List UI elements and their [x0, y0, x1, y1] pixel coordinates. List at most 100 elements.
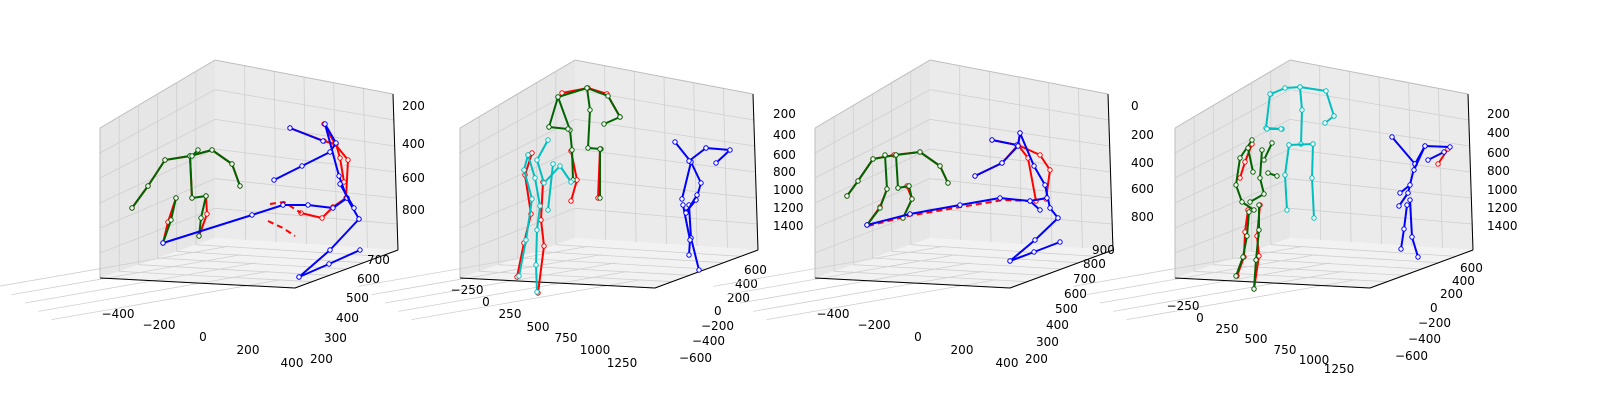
joint-marker [1237, 175, 1243, 181]
joint-marker [550, 161, 556, 167]
grid-line [371, 254, 602, 296]
joint-marker [957, 202, 963, 208]
z-tick-label: 400 [773, 128, 796, 142]
grid-line [138, 264, 330, 276]
y-tick-label: 300 [1036, 335, 1059, 349]
joint-marker [1297, 84, 1303, 90]
right-pane [1290, 60, 1473, 250]
joint-marker [533, 262, 539, 268]
y-tick-label: 200 [1025, 352, 1048, 366]
skeleton-series-panel-2 [514, 85, 733, 296]
joint-marker [196, 233, 202, 239]
joint-marker [989, 137, 995, 143]
joint-marker [1261, 191, 1267, 197]
joint-marker [683, 210, 689, 216]
grid-line [1113, 270, 1344, 312]
joint-marker [330, 205, 336, 211]
joint-marker [1396, 203, 1402, 209]
z-axis-line [752, 93, 759, 251]
joint-marker [345, 157, 351, 163]
y-tick-label: 400 [1452, 274, 1475, 288]
y-axis-line [294, 249, 399, 289]
joint-marker [1239, 199, 1245, 205]
joint-marker [945, 180, 951, 186]
joint-marker [999, 160, 1005, 166]
bone-line-cyan [1288, 143, 1314, 146]
z-tick-label: 200 [773, 107, 796, 121]
z-tick-label: 200 [1487, 107, 1510, 121]
tick-labels-panel-1: −400 −200 0 200 400 200 300 400 500 600 700 200 400 6… [102, 99, 425, 370]
grid-line [498, 264, 690, 276]
z-axis-line [392, 93, 399, 251]
joint-marker [584, 85, 590, 91]
joint-marker [1401, 226, 1407, 232]
z-tick-label: 600 [1487, 146, 1510, 160]
joint-marker [1422, 143, 1428, 149]
x-tick-label: 1000 [1299, 353, 1330, 367]
tick-labels-panel-4: −250025050075010001250−600−400−200020040… [1167, 107, 1518, 376]
joint-marker [1407, 182, 1413, 188]
bone-line-blue [1413, 145, 1426, 171]
y-tick-label: 900 [1092, 243, 1115, 257]
joint-marker [1274, 173, 1280, 179]
joint-marker [597, 195, 603, 201]
z-tick-label: 600 [402, 171, 425, 185]
x-tick-label: 500 [1245, 332, 1268, 346]
joint-marker [1278, 126, 1284, 132]
joint-marker [877, 205, 883, 211]
joint-marker [209, 147, 215, 153]
grid-line [766, 279, 997, 321]
z-tick-label: 400 [402, 137, 425, 151]
bone-line-blue [289, 127, 324, 142]
x-tick-label: 250 [1216, 322, 1239, 336]
joint-marker [516, 273, 522, 279]
joint-marker [1405, 190, 1411, 196]
joint-marker [555, 94, 561, 100]
joint-marker [1047, 167, 1053, 173]
skeleton-series-panel-4 [1233, 84, 1453, 292]
joint-marker [280, 202, 286, 208]
joint-marker [532, 175, 538, 181]
grid-line [574, 207, 758, 225]
joint-marker [906, 183, 912, 189]
joint-marker [537, 203, 543, 209]
y-tick-label: −600 [679, 351, 712, 365]
x-axis-line [99, 277, 296, 289]
bone-line-blue [339, 183, 355, 209]
joint-marker [204, 211, 210, 217]
y-tick-label: −200 [701, 319, 734, 333]
joint-marker [585, 145, 591, 151]
y-tick-label: 500 [1055, 302, 1078, 316]
x-tick-label: 400 [996, 356, 1019, 370]
joint-marker [1415, 254, 1421, 260]
grid-line [753, 270, 984, 312]
joint-marker [1017, 130, 1023, 136]
joint-marker [1299, 107, 1305, 113]
y-tick-label: 400 [735, 277, 758, 291]
bone-line-green [1253, 205, 1260, 290]
joint-marker [326, 261, 332, 267]
joint-marker [1331, 113, 1337, 119]
y-tick-label: 0 [1430, 301, 1438, 315]
x-tick-label: 1250 [1324, 362, 1355, 376]
joint-marker [534, 157, 540, 163]
joint-marker [893, 152, 899, 158]
pane-edge [814, 59, 1109, 129]
joint-marker [569, 147, 575, 153]
bone-line-cyan [547, 163, 554, 211]
bone-line-red [537, 181, 545, 294]
z-tick-label: 200 [402, 99, 425, 113]
right-pane [575, 60, 758, 250]
grid-line [1213, 264, 1405, 276]
y-tick-label: −200 [1418, 316, 1451, 330]
joint-marker [1286, 142, 1292, 148]
joint-marker [1409, 234, 1415, 240]
joint-marker [1411, 167, 1417, 173]
joint-marker [587, 107, 593, 113]
joint-marker [1267, 91, 1273, 97]
x-tick-label: −400 [817, 307, 850, 321]
joint-marker [844, 193, 850, 199]
grid-line [1289, 207, 1473, 225]
joint-marker [1250, 169, 1256, 175]
joint-marker [1425, 157, 1431, 163]
